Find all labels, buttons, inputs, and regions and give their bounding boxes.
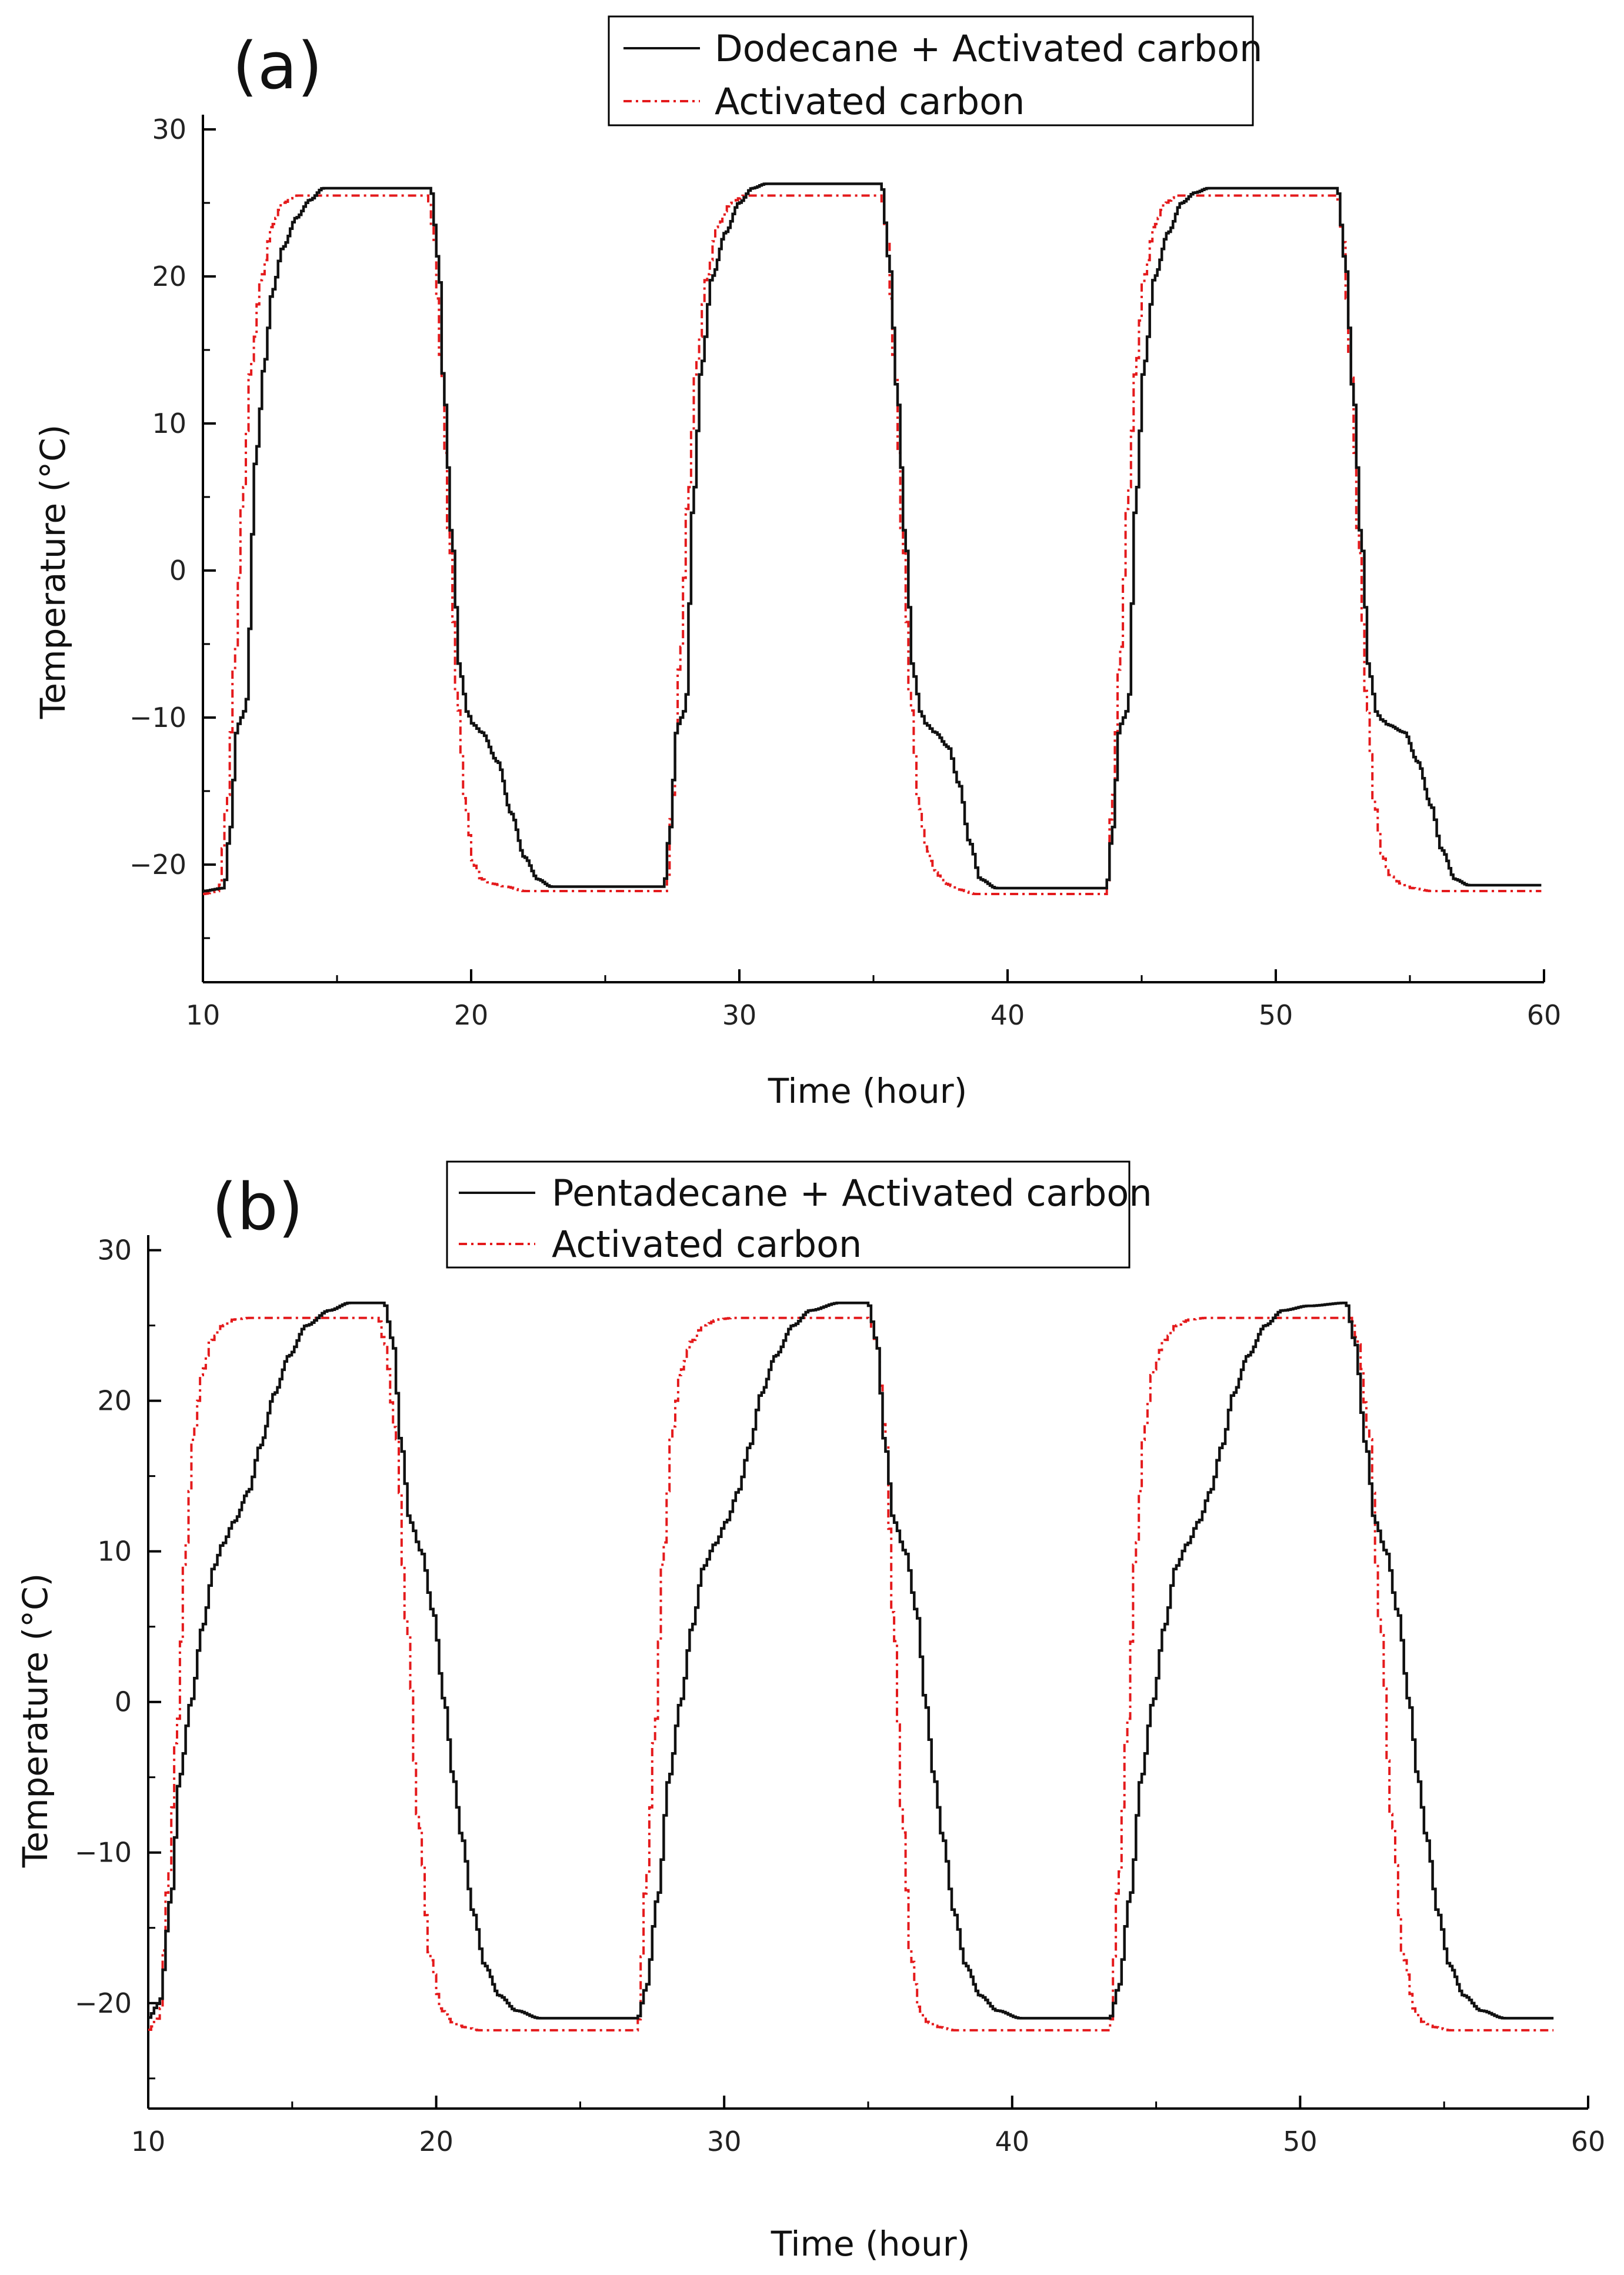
y-tick-label: 0 [115,1686,132,1718]
legend-box-a [608,15,1254,126]
y-tick-label: −20 [75,1987,132,2019]
x-tick-label: 60 [1571,2126,1606,2157]
y-axis-label-b: Temperature (°C) [15,1573,55,1869]
x-tick-label: 30 [707,2126,742,2157]
y-tick-label: 10 [97,1536,132,1567]
x-axis-label-a: Time (hour) [768,1071,967,1111]
panel-label-b: (b) [212,1169,304,1245]
legend-label-activated-carbon-b: Activated carbon [552,1223,862,1266]
legend-label-activated-carbon-a: Activated carbon [715,80,1025,123]
x-tick-label: 20 [419,2126,453,2157]
x-tick-label: 10 [186,999,221,1031]
series-line-activated-carbon [148,1316,1554,2032]
plot-area-a: 10 20 30 40 50 60 −20 −10 0 10 20 30 [129,114,1561,1031]
x-tick-label: 30 [722,999,757,1031]
y-tick-label: −20 [129,849,186,880]
series-line-pcm [203,182,1542,893]
y-tick-label: 10 [152,408,186,439]
legend-label-dodecane: Dodecane + Activated carbon [715,27,1262,70]
x-axis-label-b: Time (hour) [771,2224,970,2264]
y-tick-label: 0 [169,555,186,586]
y-tick-label: 20 [152,261,186,292]
x-tick-label: 50 [1283,2126,1318,2157]
y-tick-label: 30 [152,114,186,145]
x-tick-label: 40 [995,2126,1030,2157]
plot-area-b: 10 20 30 40 50 60 −20 −10 0 10 20 30 [75,1235,1605,2157]
x-tick-label: 50 [1259,999,1293,1031]
legend-b: Pentadecane + Activated carbon Activated… [446,1160,1152,1269]
series-line-activated-carbon [203,194,1542,895]
x-tick-label: 40 [991,999,1025,1031]
panel-label-a: (a) [232,28,322,104]
y-tick-label: −10 [75,1837,132,1869]
series-line-pcm [148,1301,1554,2020]
panel-b: (b) 10 20 30 40 50 60 −20 −10 0 10 20 30 Pentadecan… [15,1160,1605,2264]
y-tick-label: 30 [97,1235,132,1266]
x-tick-label: 10 [131,2126,166,2157]
x-tick-label: 20 [454,999,489,1031]
x-tick-label: 60 [1527,999,1562,1031]
legend-a: Dodecane + Activated carbon Activated ca… [608,15,1262,126]
legend-box-b [446,1160,1131,1269]
y-tick-label: −10 [129,702,186,733]
legend-label-pentadecane: Pentadecane + Activated carbon [552,1172,1152,1215]
y-tick-label: 20 [97,1385,132,1417]
panel-a: (a) 10 20 30 40 50 60 −20 −10 0 10 20 30 Dodecane +… [33,15,1561,1111]
y-axis-label-a: Temperature (°C) [33,425,73,720]
